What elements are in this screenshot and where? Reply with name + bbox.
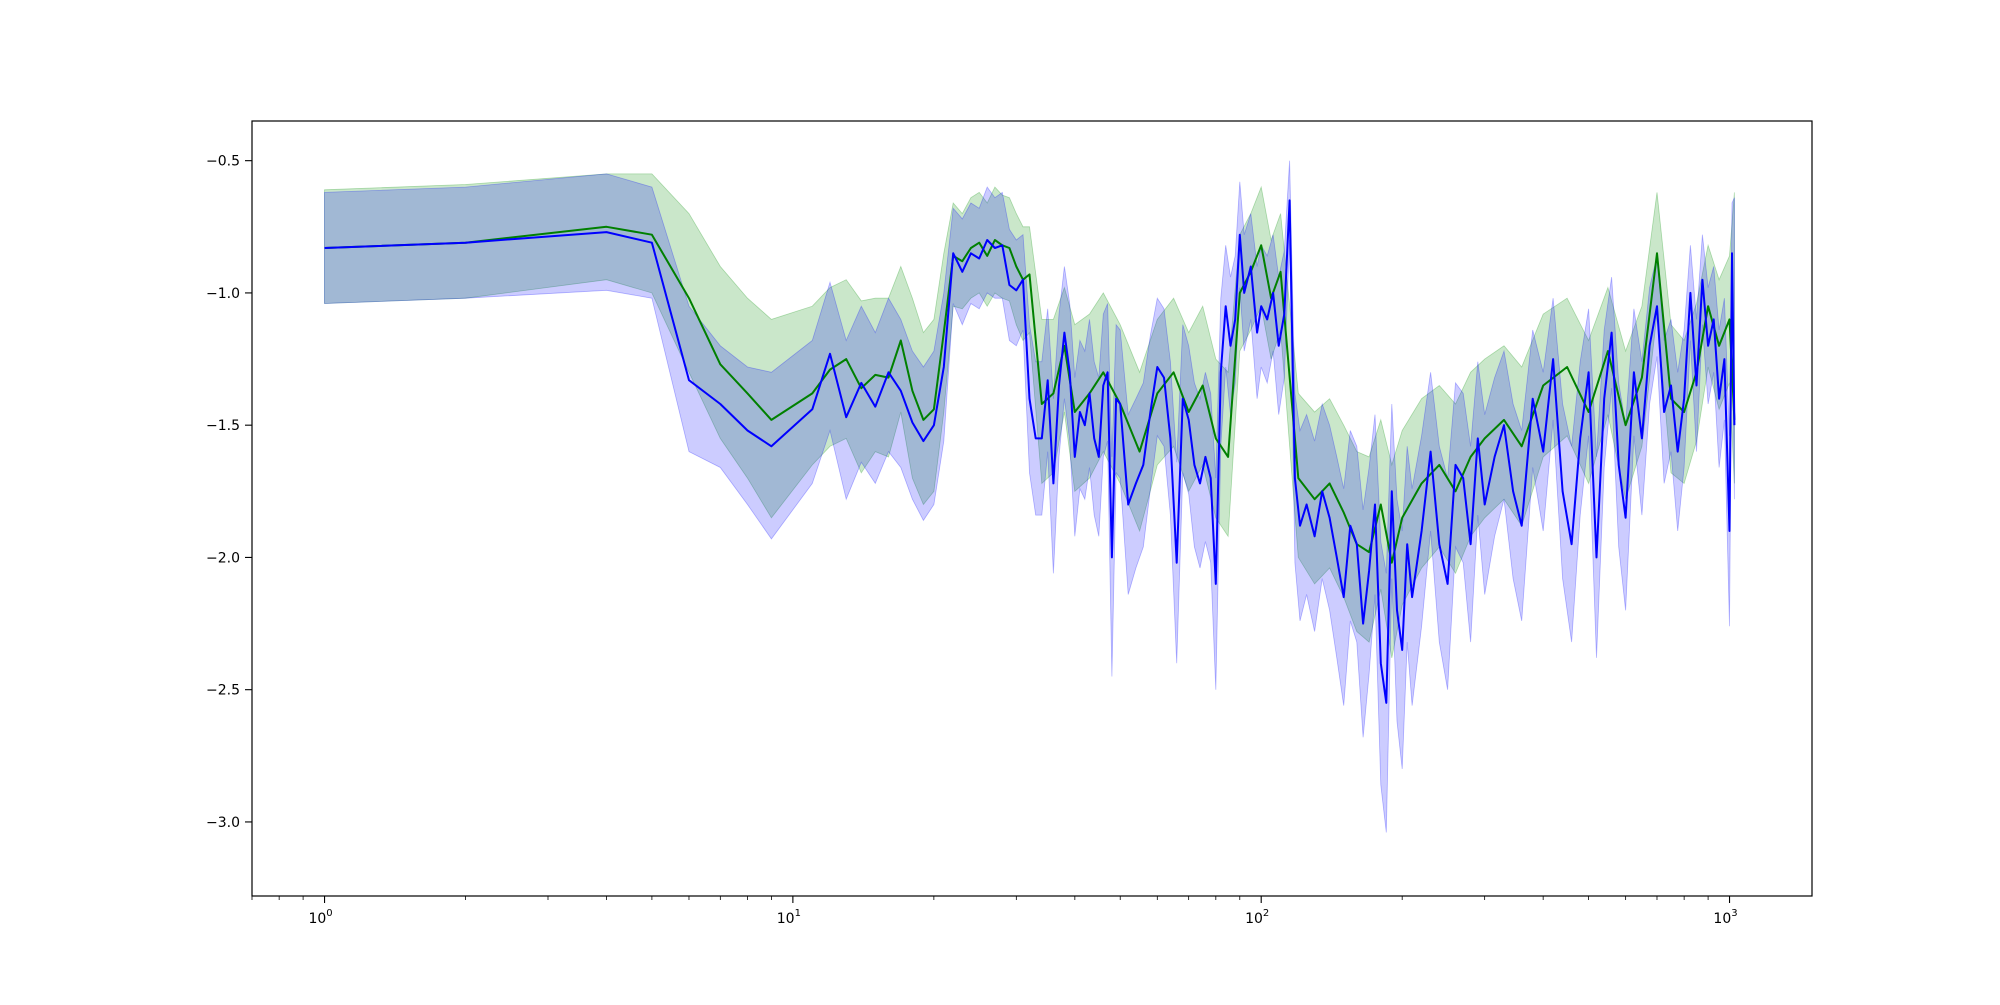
x-axis: 100 101 102 103 [251, 896, 1738, 927]
series-2-line [324, 199, 1736, 704]
series-1-band [324, 173, 1735, 658]
confidence-bands [324, 160, 1735, 833]
x-tick-label: 100 [308, 908, 332, 927]
y-tick-label: −0.5 [206, 154, 240, 170]
y-axis: −0.5 −1.0 −1.5 −2.0 −2.5 −3.0 [206, 154, 252, 831]
x-tick-label: 103 [1713, 908, 1737, 927]
y-tick-label: −2.0 [206, 550, 240, 566]
y-tick-label: −3.0 [206, 815, 240, 831]
plot-frame [251, 120, 1813, 897]
x-tick-label: 101 [777, 908, 801, 927]
y-tick-label: −1.5 [206, 418, 240, 434]
y-tick-label: −2.5 [206, 683, 240, 699]
series-1-line [324, 225, 1736, 564]
y-tick-label: −1.0 [206, 286, 240, 302]
x-tick-label: 102 [1245, 908, 1269, 927]
series-lines [324, 199, 1736, 704]
